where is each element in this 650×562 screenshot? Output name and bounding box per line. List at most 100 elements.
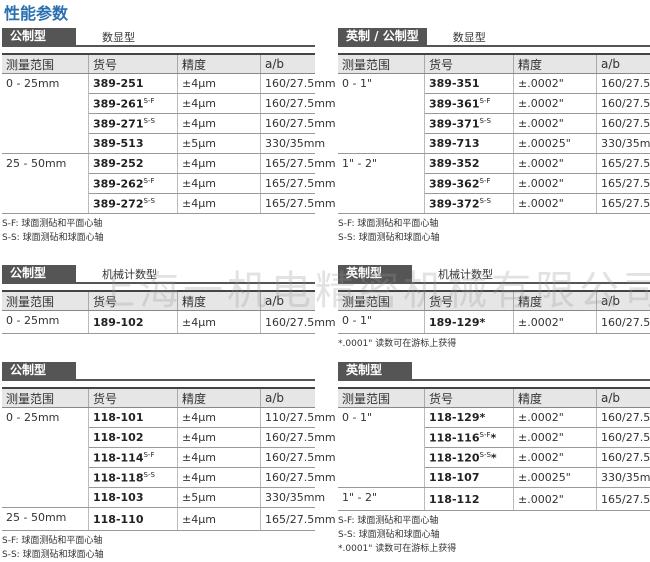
code: 118-120 — [429, 451, 480, 464]
code-type: S-F — [144, 451, 155, 459]
column-header: 货号 — [425, 54, 514, 74]
precision-cell: ±5µm — [178, 134, 261, 154]
code: 389-261 — [93, 97, 144, 110]
precision-cell: ±.00025" — [514, 468, 597, 488]
code-type: S-S — [480, 117, 491, 125]
column-header: 测量范围 — [338, 388, 425, 408]
column-header: 测量范围 — [2, 54, 89, 74]
note: S-F: 球面测砧和平面心轴 — [2, 534, 315, 548]
section-header: 英制 / 公制型 数显型 — [338, 28, 650, 47]
ab-cell: 165/27.5mm — [597, 488, 650, 511]
code-cell: 118-110 — [89, 508, 178, 531]
code: 118-102 — [93, 431, 144, 444]
note: S-F: 球面测砧和平面心轴 — [2, 217, 315, 231]
code: 389-513 — [93, 137, 144, 150]
code-cell: 389-261S-F — [89, 94, 178, 114]
column-header: 精度 — [178, 291, 261, 311]
column-header: 精度 — [514, 54, 597, 74]
code-cell: 389-513 — [89, 134, 178, 154]
column-header: a/b — [597, 291, 650, 311]
range-cell: 1" - 2" — [338, 154, 425, 214]
section-header: 公制型数显型 — [2, 28, 315, 47]
range-cell: 0 - 25mm — [2, 311, 89, 334]
section-subtitle: 机械计数型 — [102, 266, 157, 282]
code-cell: 389-372S-S — [425, 194, 514, 214]
section-subtitle: 数显型 — [102, 29, 135, 45]
ab-cell: 165/27.5mm — [597, 174, 650, 194]
code-cell: 118-107 — [425, 468, 514, 488]
precision-cell: ±4µm — [178, 174, 261, 194]
ab-cell: 160/27.5mm — [261, 428, 316, 448]
code-cell: 118-101 — [89, 408, 178, 428]
note: *.0001" 读数可在游标上获得 — [338, 337, 650, 351]
section-label: 公制型 — [2, 362, 76, 379]
code-type: S-F — [480, 177, 491, 185]
precision-cell: ±4µm — [178, 114, 261, 134]
code-type: S-S — [480, 451, 491, 459]
code-type: S-S — [480, 197, 491, 205]
range-cell: 0 - 25mm — [2, 408, 89, 508]
code-cell: 118-118S-S — [89, 468, 178, 488]
ab-cell: 160/27.5mm — [261, 94, 316, 114]
precision-cell: ±.0002" — [514, 448, 597, 468]
ab-cell: 160/27.5mm — [597, 408, 650, 428]
code: 118-101 — [93, 411, 144, 424]
section-header: 英制型机械计数型 — [338, 265, 650, 284]
code: 389-271 — [93, 117, 144, 130]
code: 118-116 — [429, 431, 480, 444]
code-cell: 389-371S-S — [425, 114, 514, 134]
code-star: * — [491, 451, 497, 464]
page-title: 性能参数 — [4, 0, 68, 24]
row: 1" - 2"118-112±.0002"165/27.5mm — [338, 488, 650, 511]
column-header: 货号 — [89, 291, 178, 311]
precision-cell: ±.0002" — [514, 114, 597, 134]
column-header: 精度 — [178, 388, 261, 408]
row: 0 - 1"389-351±.0002"160/27.5mm — [338, 74, 650, 94]
range-cell: 0 - 1" — [338, 311, 425, 334]
section-subtitle: 数显型 — [453, 29, 486, 45]
code-cell: 389-252 — [89, 154, 178, 174]
column-header: 货号 — [89, 388, 178, 408]
code-type: S-S — [144, 117, 155, 125]
column-header: 测量范围 — [2, 291, 89, 311]
code-type: S-F — [480, 431, 491, 439]
ab-cell: 165/27.5mm — [261, 194, 316, 214]
ab-cell: 160/27.5mm — [261, 311, 316, 334]
section-label: 英制 / 公制型 — [338, 28, 427, 45]
code-cell: 389-272S-S — [89, 194, 178, 214]
code-cell: 389-713 — [425, 134, 514, 154]
section-label: 公制型 — [2, 265, 76, 282]
ab-cell: 165/27.5mm — [261, 154, 316, 174]
code-type: S-F — [144, 97, 155, 105]
code-type: S-S — [144, 471, 155, 479]
code: 389-252 — [93, 157, 144, 170]
ab-cell: 160/27.5mm — [261, 468, 316, 488]
code-type: S-F — [144, 177, 155, 185]
code: 118-118 — [93, 471, 144, 484]
precision-cell: ±4µm — [178, 154, 261, 174]
section-header: 公制型 — [2, 362, 315, 381]
column-header: a/b — [597, 388, 650, 408]
precision-cell: ±.0002" — [514, 74, 597, 94]
ab-cell: 160/27.5mm — [597, 311, 650, 334]
ab-cell: 165/27.5mm — [597, 154, 650, 174]
precision-cell: ±.0002" — [514, 428, 597, 448]
row: 0 - 1"189-129*±.0002"160/27.5mm — [338, 311, 650, 334]
precision-cell: ±4µm — [178, 448, 261, 468]
note: S-S: 球面测砧和球面心轴 — [2, 548, 315, 562]
code: 389-713 — [429, 137, 480, 150]
code-cell: 389-362S-F — [425, 174, 514, 194]
range-cell: 0 - 1" — [338, 74, 425, 154]
